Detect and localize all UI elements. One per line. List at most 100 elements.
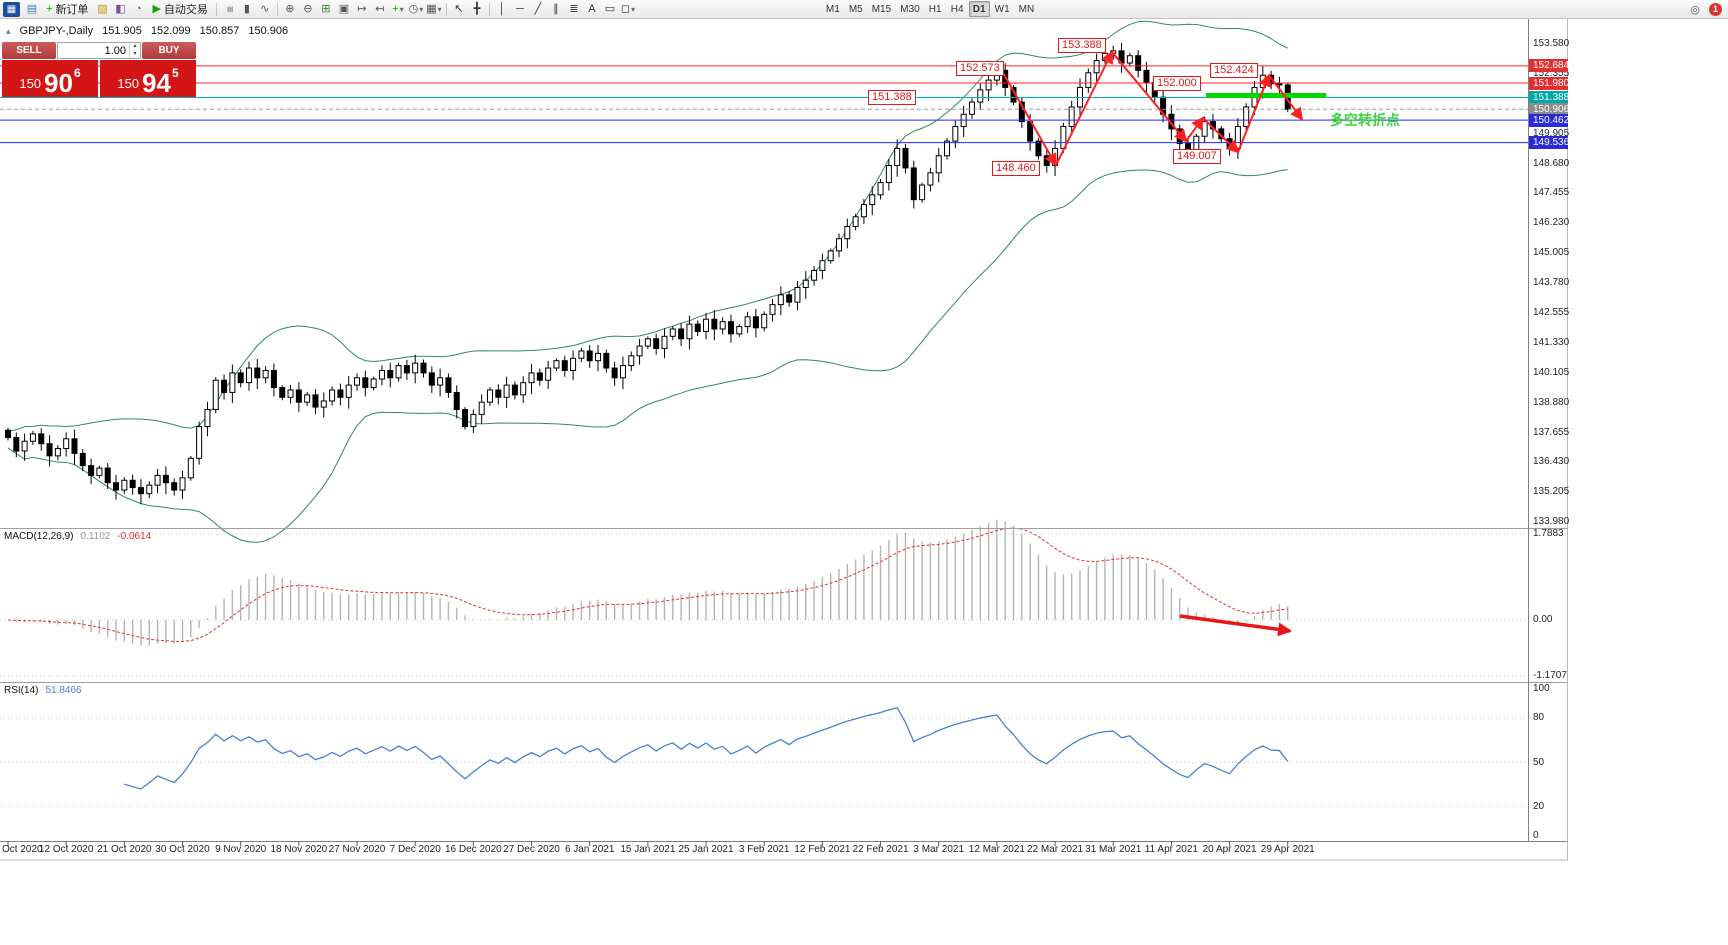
price-annotation[interactable]: 153.388 — [1058, 38, 1106, 53]
price-annotation[interactable]: 149.007 — [1173, 149, 1221, 164]
volume-input[interactable]: 1.00 ▴ ▾ — [57, 42, 141, 59]
auto-scroll-icon[interactable]: ↦ — [353, 1, 371, 17]
price-axis-label: 147.455 — [1533, 187, 1570, 199]
templates-icon-dropdown-icon[interactable]: ▾ — [437, 4, 442, 14]
rsi-axis-label: 20 — [1533, 800, 1545, 812]
period-icon-dropdown-icon[interactable]: ▾ — [419, 4, 424, 14]
label-icon-glyph: ▭ — [604, 2, 616, 15]
new-order-button[interactable]: + 新订单 — [41, 1, 93, 17]
timeframe-w1[interactable]: W1 — [994, 3, 1010, 15]
rsi-axis-label: 0 — [1533, 830, 1539, 841]
date-label: 21 Oct 2020 — [97, 844, 152, 855]
zoom-in-icon-glyph: ⊕ — [285, 2, 295, 15]
time-axis[interactable]: Oct 2020 12 Oct 2020 21 Oct 2020 30 Oct 202… — [0, 843, 1568, 859]
crosshair-icon[interactable]: ╋ — [468, 1, 486, 17]
toolbar-left-group: ▦ ▤ + 新订单 ▨ ◧ ◔ ▶ 自动交易 ≡ ▮ ∿ ⊕ ⊖ ⊞ ▣ ↦ ↤ + ▾ ◷ ▾ ▦ ▾ ↖ ╋ │ ─ ╱ ∥ ≣ A ▭ ◻ ▾ — [3, 1, 637, 17]
buy-price-tile[interactable]: 150 94 5 — [100, 60, 196, 97]
sell-button[interactable]: SELL — [2, 42, 56, 59]
stepper-up-icon[interactable]: ▴ — [133, 43, 137, 50]
timeframe-m1[interactable]: M1 — [825, 3, 840, 15]
macd-axis-label: -1.1707 — [1533, 670, 1567, 682]
fibonacci-icon[interactable]: ≣ — [565, 1, 583, 17]
buy-price-big: 94 — [142, 67, 171, 98]
candles — [5, 43, 1291, 505]
zoom-in-icon[interactable]: ⊕ — [281, 1, 299, 17]
timeframe-d1[interactable]: D1 — [968, 1, 990, 17]
price-tag: 150.906 — [1529, 102, 1569, 116]
chart-window-icon[interactable]: ▤ — [23, 1, 41, 17]
macd-signal-value: -0.0614 — [117, 531, 152, 542]
text-icon[interactable]: A — [583, 1, 601, 17]
price-axis-label: 143.780 — [1533, 277, 1570, 289]
price-annotation[interactable]: 148.460 — [992, 161, 1040, 176]
label-icon[interactable]: ▭ — [601, 1, 619, 17]
history-center-icon[interactable]: ◔ — [129, 1, 147, 17]
volume-stepper[interactable]: ▴ ▾ — [129, 43, 140, 58]
search-icon[interactable]: ◎ — [1690, 3, 1700, 16]
timeframe-m15[interactable]: M15 — [871, 3, 892, 15]
chart-window-icon-glyph: ▤ — [26, 2, 38, 15]
price-annotation[interactable]: 152.573 — [956, 61, 1004, 76]
line-chart-icon[interactable]: ∿ — [256, 1, 274, 17]
price-axis-label: 140.105 — [1533, 366, 1570, 378]
rsi-name-label: RSI(14) — [4, 685, 39, 696]
cursor-icon[interactable]: ↖ — [450, 1, 468, 17]
cursor-icon-glyph: ↖ — [454, 2, 464, 15]
chart-shift-icon[interactable]: ↤ — [371, 1, 389, 17]
price-axis-label: 146.230 — [1533, 217, 1570, 229]
price-annotation[interactable]: 152.000 — [1153, 76, 1201, 91]
volume-value[interactable]: 1.00 — [104, 45, 126, 57]
notification-badge[interactable]: 1 — [1709, 2, 1722, 16]
text-icon-glyph: A — [588, 2, 596, 15]
sell-price-tile[interactable]: 150 90 6 — [2, 60, 98, 97]
period-icon[interactable]: ◷ ▾ — [407, 1, 425, 17]
date-label: 22 Mar 2021 — [1026, 844, 1084, 855]
chart-shift-icon-glyph: ↤ — [375, 2, 385, 15]
channel-icon[interactable]: ∥ — [547, 1, 565, 17]
shapes-icon[interactable]: ◻ ▾ — [619, 1, 637, 17]
timeframe-m30[interactable]: M30 — [900, 3, 920, 15]
tile-windows-icon[interactable]: ⊞ — [317, 1, 335, 17]
indicators-button-dropdown-icon[interactable]: ▾ — [399, 4, 404, 14]
autotrade-button[interactable]: ▶ 自动交易 — [147, 1, 212, 17]
zoom-out-icon[interactable]: ⊖ — [299, 1, 317, 17]
layouts-icon[interactable]: ▨ — [93, 1, 111, 17]
date-label: 7 Dec 2020 — [389, 844, 441, 855]
trendline-icon[interactable]: ╱ — [529, 1, 547, 17]
horizontal-line-objects[interactable] — [0, 65, 1528, 144]
price-tag: 151.980 — [1529, 76, 1569, 90]
one-click-trading-panel: SELL 1.00 ▴ ▾ BUY 150 90 6 150 94 5 — [2, 42, 196, 97]
date-label: 30 Oct 2020 — [155, 844, 210, 855]
date-label: 15 Jan 2021 — [620, 844, 676, 855]
macd-indicator — [7, 519, 1289, 646]
stepper-down-icon[interactable]: ▾ — [133, 50, 137, 57]
buy-price-main: 150 — [117, 76, 140, 91]
timeframe-m5[interactable]: M5 — [848, 3, 863, 15]
arrange-windows-icon[interactable]: ▣ — [335, 1, 353, 17]
price-annotation[interactable]: 152.424 — [1210, 63, 1258, 78]
price-annotation[interactable]: 151.388 — [868, 90, 916, 105]
date-label: 3 Mar 2021 — [913, 844, 965, 855]
timeframe-h1[interactable]: H1 — [928, 3, 942, 15]
buy-button[interactable]: BUY — [142, 42, 196, 59]
vertical-line-icon[interactable]: │ — [493, 1, 511, 17]
date-label: 12 Oct 2020 — [38, 844, 94, 855]
indicators-button[interactable]: + ▾ — [389, 1, 407, 17]
timeframe-h4[interactable]: H4 — [950, 3, 964, 15]
candlestick-chart-icon[interactable]: ▮ — [238, 1, 256, 17]
horizontal-line-icon[interactable]: ─ — [511, 1, 529, 17]
profiles-icon-glyph: ◧ — [115, 2, 126, 15]
templates-icon[interactable]: ▦ ▾ — [425, 1, 443, 17]
macd-trend-arrow[interactable] — [1179, 614, 1293, 637]
price-scale[interactable]: 153.580 152.355 149.905 148.680 147.455 146.2… — [1529, 19, 1570, 843]
one-click-collapse-icon[interactable]: ▴ — [6, 25, 11, 36]
rsi-axis-label: 100 — [1533, 683, 1550, 694]
turning-point-label[interactable]: 多空转折点 — [1330, 112, 1400, 128]
timeframe-mn[interactable]: MN — [1018, 3, 1035, 15]
templates-icon-glyph: ▦ — [426, 2, 437, 15]
rsi-header: RSI(14) 51.8466 — [4, 685, 82, 696]
profiles-icon[interactable]: ◧ — [111, 1, 129, 17]
bar-chart-icon[interactable]: ≡ — [220, 1, 238, 17]
shapes-icon-dropdown-icon[interactable]: ▾ — [630, 4, 635, 14]
